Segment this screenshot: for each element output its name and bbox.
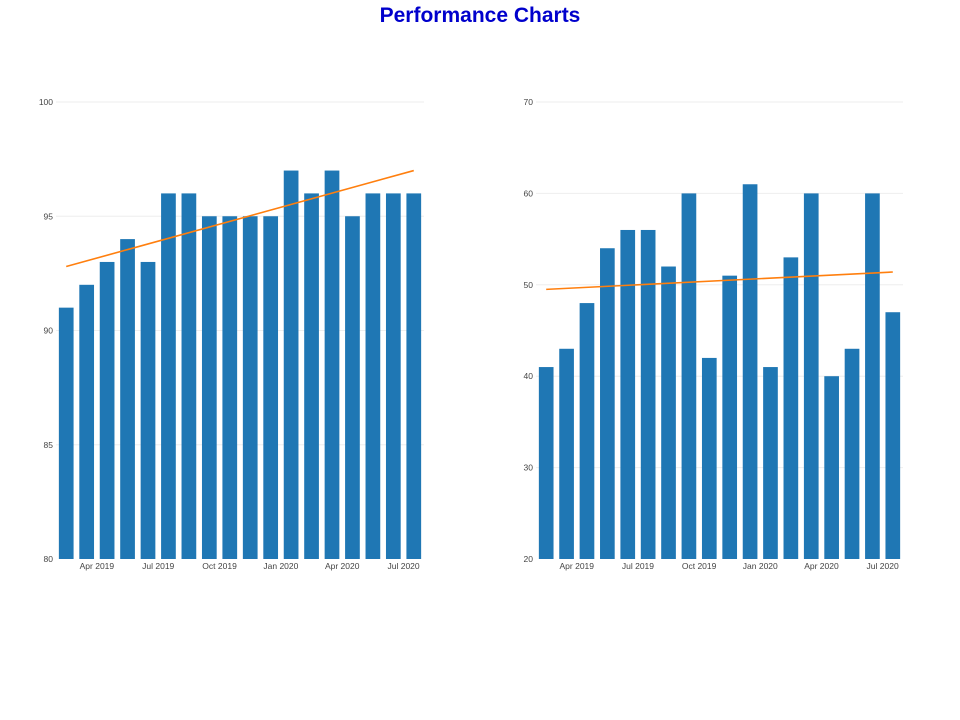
bar (304, 193, 319, 559)
y-tick-label: 20 (524, 554, 534, 564)
bar (242, 216, 258, 559)
x-tick-label: Oct 2019 (682, 561, 717, 571)
bar (79, 284, 95, 559)
y-tick-label: 30 (524, 463, 534, 473)
bar (803, 193, 819, 559)
x-tick-label: Apr 2020 (804, 561, 839, 571)
x-tick-label: Apr 2019 (560, 561, 595, 571)
x-tick-label: Jul 2019 (622, 561, 654, 571)
bar (844, 348, 860, 559)
bar (681, 193, 697, 559)
bar (365, 193, 381, 559)
bar (58, 307, 74, 559)
x-tick-label: Jul 2019 (142, 561, 174, 571)
bar (620, 229, 636, 559)
y-tick-label: 50 (524, 280, 534, 290)
x-tick-label: Jan 2020 (263, 561, 298, 571)
page-title: Performance Charts (379, 4, 581, 27)
bar (559, 348, 574, 559)
y-tick-label: 60 (524, 188, 534, 198)
bar (763, 367, 778, 559)
y-tick-label: 95 (44, 211, 54, 221)
bar (885, 312, 901, 559)
bar (538, 367, 554, 559)
bar (345, 216, 360, 559)
y-tick-label: 90 (44, 326, 54, 336)
x-tick-label: Jan 2020 (743, 561, 778, 571)
bar (201, 216, 217, 559)
bar (385, 193, 401, 559)
x-tick-label: Oct 2019 (202, 561, 237, 571)
bar (406, 193, 422, 559)
y-tick-label: 40 (524, 371, 534, 381)
y-tick-label: 70 (524, 97, 534, 107)
bar (324, 170, 340, 560)
x-tick-label: Apr 2020 (325, 561, 360, 571)
bar (742, 184, 758, 559)
bar (263, 216, 279, 559)
bar (640, 229, 656, 559)
bar (222, 216, 238, 559)
trend-line (66, 169, 414, 268)
bar (722, 275, 738, 559)
y-tick-label: 100 (39, 97, 53, 107)
bar (661, 266, 676, 559)
x-tick-label: Jul 2020 (387, 561, 419, 571)
bar (600, 248, 615, 560)
x-tick-label: Apr 2019 (80, 561, 115, 571)
y-tick-label: 80 (44, 554, 54, 564)
bar (824, 376, 839, 559)
bar (161, 193, 176, 559)
bar (283, 170, 299, 560)
bar (701, 357, 717, 559)
bar (120, 239, 135, 559)
bar (579, 303, 595, 559)
y-tick-label: 85 (44, 440, 54, 450)
bar (181, 193, 197, 559)
bar (140, 261, 156, 559)
bar (783, 257, 799, 559)
trend-line (546, 271, 893, 291)
x-tick-label: Jul 2020 (867, 561, 899, 571)
bar (99, 261, 115, 559)
bar (865, 193, 880, 559)
